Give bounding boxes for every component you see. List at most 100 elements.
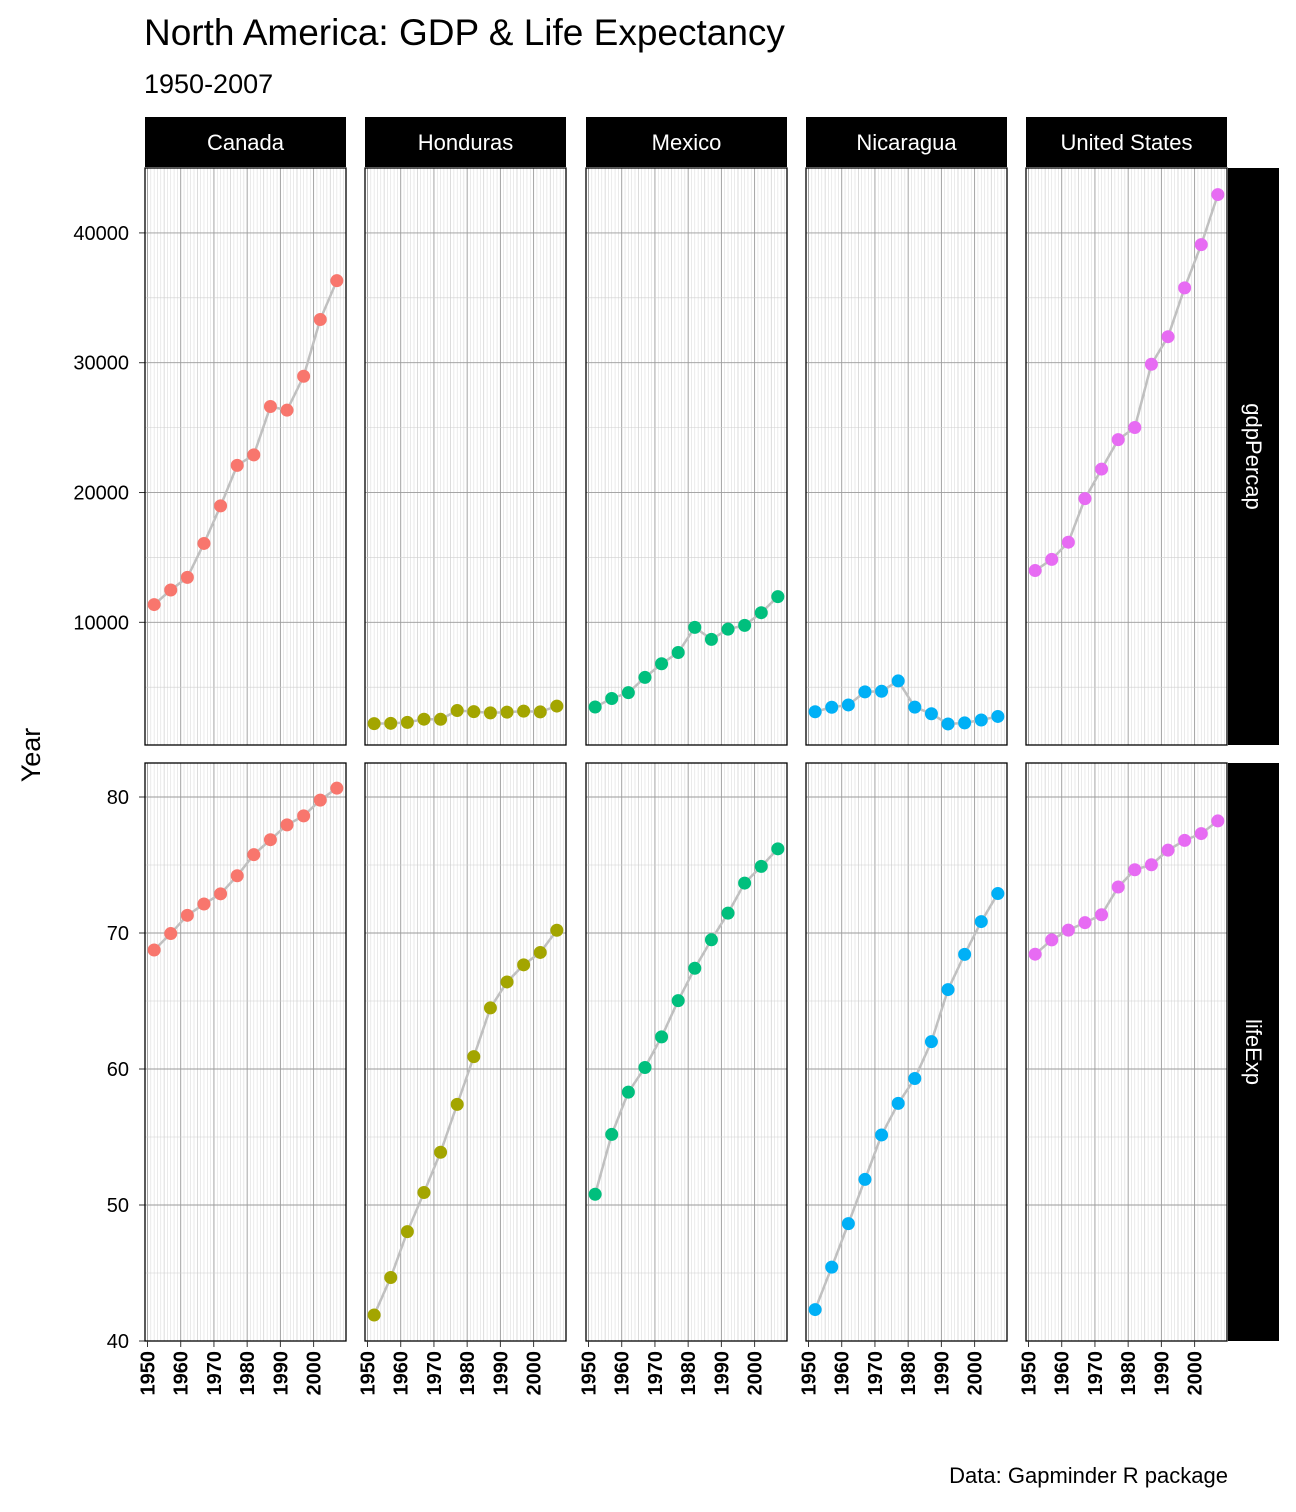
data-point bbox=[1128, 420, 1142, 434]
data-point bbox=[434, 712, 448, 726]
data-point bbox=[297, 369, 311, 383]
panel-border bbox=[805, 167, 1008, 746]
data-point bbox=[825, 1260, 839, 1274]
data-point bbox=[263, 399, 277, 413]
facet-panel bbox=[144, 762, 347, 1342]
data-point bbox=[500, 705, 514, 719]
data-point bbox=[400, 715, 414, 729]
panel-border bbox=[144, 762, 347, 1342]
data-point bbox=[417, 1185, 431, 1199]
data-point bbox=[1095, 462, 1109, 476]
data-point bbox=[1061, 535, 1075, 549]
data-point bbox=[721, 622, 735, 636]
data-point bbox=[754, 606, 768, 620]
data-point bbox=[313, 793, 327, 807]
x-tick-label: 2000 bbox=[304, 1351, 326, 1396]
x-tick-label: 1960 bbox=[1052, 1351, 1074, 1396]
data-point bbox=[367, 717, 381, 731]
data-point bbox=[1078, 916, 1092, 930]
data-point bbox=[1028, 947, 1042, 961]
facet-panel bbox=[364, 167, 567, 746]
data-point bbox=[891, 1096, 905, 1110]
data-point bbox=[605, 692, 619, 706]
data-point bbox=[1078, 492, 1092, 506]
data-point bbox=[434, 1145, 448, 1159]
x-tick-label: 1950 bbox=[137, 1351, 159, 1396]
x-tick-label: 1960 bbox=[612, 1351, 634, 1396]
x-tick-label: 1970 bbox=[1085, 1351, 1107, 1396]
data-point bbox=[738, 618, 752, 632]
x-tick-label: 1990 bbox=[270, 1351, 292, 1396]
data-point bbox=[808, 1303, 822, 1317]
data-point bbox=[197, 897, 211, 911]
x-tick-label: 1960 bbox=[391, 1351, 413, 1396]
chart-subtitle: 1950-2007 bbox=[144, 69, 273, 99]
data-point bbox=[297, 809, 311, 823]
series-line bbox=[372, 929, 558, 1316]
x-tick-label: 2000 bbox=[965, 1351, 987, 1396]
facet-strip bbox=[365, 117, 566, 167]
data-point bbox=[230, 869, 244, 883]
facet-strip-label: United States bbox=[1060, 130, 1192, 155]
data-point bbox=[1111, 433, 1125, 447]
x-tick-label: 1990 bbox=[1151, 1351, 1173, 1396]
data-point bbox=[941, 717, 955, 731]
data-point bbox=[621, 686, 635, 700]
data-point bbox=[313, 312, 327, 326]
data-point bbox=[738, 876, 752, 890]
data-point bbox=[147, 598, 161, 612]
data-point bbox=[384, 1270, 398, 1284]
data-point bbox=[858, 685, 872, 699]
x-tick-label: 2000 bbox=[745, 1351, 767, 1396]
data-point bbox=[808, 705, 822, 719]
data-point bbox=[1111, 880, 1125, 894]
data-point bbox=[500, 975, 514, 989]
facet-strip bbox=[1026, 117, 1227, 167]
data-point bbox=[467, 705, 481, 719]
data-point bbox=[1095, 908, 1109, 922]
data-point bbox=[841, 1217, 855, 1231]
series-line bbox=[1034, 194, 1220, 572]
panel-border bbox=[144, 167, 347, 746]
facet-strip-label: Honduras bbox=[418, 130, 513, 155]
data-point bbox=[1128, 863, 1142, 877]
facet-row-strip bbox=[1228, 168, 1279, 745]
data-point bbox=[671, 994, 685, 1008]
data-point bbox=[991, 709, 1005, 723]
x-tick-label: 1990 bbox=[490, 1351, 512, 1396]
y-tick-label: 30000 bbox=[73, 353, 129, 375]
data-point bbox=[638, 670, 652, 684]
x-tick-label: 1970 bbox=[865, 1351, 887, 1396]
panel-border bbox=[805, 762, 1008, 1342]
data-point bbox=[908, 1072, 922, 1086]
y-tick-label: 40000 bbox=[73, 223, 129, 245]
data-point bbox=[1194, 238, 1208, 252]
data-point bbox=[655, 1030, 669, 1044]
facet-panel bbox=[805, 762, 1008, 1342]
data-point bbox=[1045, 933, 1059, 947]
data-point bbox=[825, 700, 839, 714]
data-point bbox=[247, 848, 261, 862]
facet-panel bbox=[805, 167, 1008, 746]
data-point bbox=[1161, 330, 1175, 344]
data-point bbox=[754, 859, 768, 873]
data-point bbox=[214, 499, 228, 513]
data-point bbox=[330, 274, 344, 288]
y-tick-label: 50 bbox=[107, 1195, 129, 1217]
facet-strip bbox=[806, 117, 1007, 167]
data-point bbox=[991, 887, 1005, 901]
x-tick-label: 1960 bbox=[832, 1351, 854, 1396]
x-tick-label: 2000 bbox=[1185, 1351, 1207, 1396]
data-point bbox=[771, 842, 785, 856]
data-point bbox=[588, 700, 602, 714]
panel-grid bbox=[586, 168, 787, 745]
facet-strip-label: Nicaragua bbox=[856, 130, 957, 155]
data-point bbox=[230, 458, 244, 472]
chart-caption: Data: Gapminder R package bbox=[949, 1463, 1228, 1488]
data-point bbox=[247, 448, 261, 462]
data-point bbox=[417, 712, 431, 726]
x-tick-label: 1990 bbox=[931, 1351, 953, 1396]
data-point bbox=[588, 1187, 602, 1201]
data-point bbox=[875, 684, 889, 698]
facet-panel bbox=[364, 762, 567, 1342]
